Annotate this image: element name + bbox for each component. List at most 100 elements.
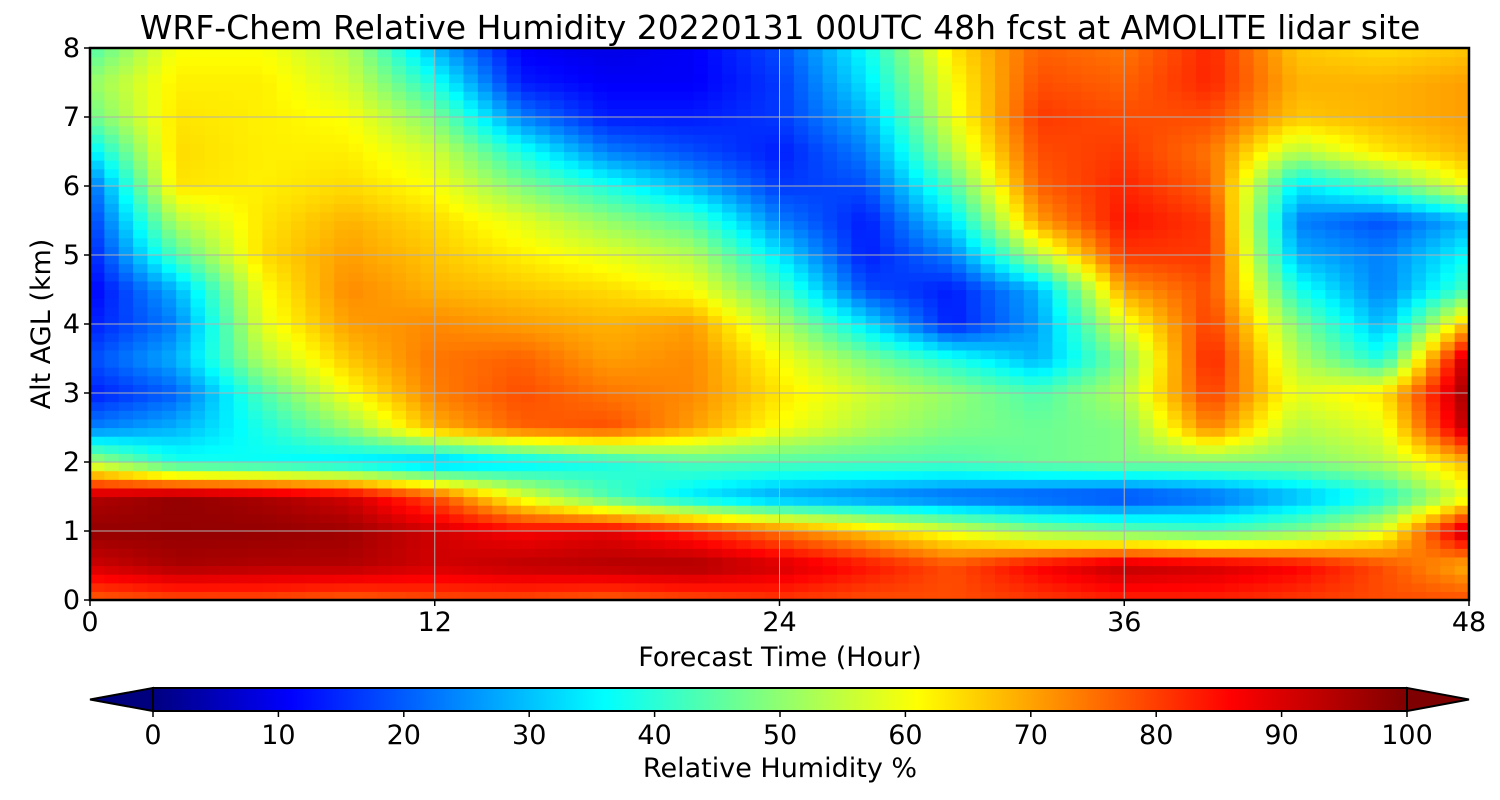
- heatmap-cell: [463, 453, 479, 463]
- heatmap-cell: [506, 436, 522, 446]
- heatmap-cell: [305, 453, 321, 463]
- heatmap-cell: [937, 384, 953, 394]
- heatmap-cell: [793, 453, 809, 463]
- heatmap-cell: [966, 513, 982, 523]
- heatmap-cell: [1354, 574, 1370, 584]
- heatmap-cell: [1167, 246, 1183, 256]
- heatmap-cell: [808, 289, 824, 299]
- heatmap-cell: [1411, 341, 1427, 351]
- heatmap-cell: [578, 393, 594, 403]
- heatmap-cell: [161, 410, 177, 420]
- heatmap-cell: [722, 220, 737, 230]
- heatmap-cell: [951, 548, 967, 558]
- heatmap-cell: [765, 384, 781, 394]
- heatmap-cell: [564, 272, 579, 282]
- heatmap-cell: [1411, 367, 1427, 377]
- heatmap-cell: [937, 375, 953, 385]
- heatmap-cell: [1038, 539, 1054, 549]
- heatmap-cell: [650, 556, 666, 567]
- heatmap-cell: [1196, 522, 1212, 532]
- heatmap-cell: [736, 574, 752, 584]
- heatmap-cell: [1052, 289, 1068, 299]
- heatmap-cell: [980, 220, 996, 230]
- heatmap-cell: [1325, 418, 1341, 429]
- heatmap-cell: [377, 384, 393, 394]
- heatmap-cell: [377, 513, 393, 523]
- heatmap-cell: [492, 168, 508, 178]
- heatmap-cell: [592, 591, 608, 600]
- heatmap-cell: [1181, 496, 1197, 506]
- heatmap-cell: [1339, 237, 1355, 247]
- heatmap-cell: [1368, 487, 1384, 498]
- heatmap-cell: [908, 367, 924, 377]
- heatmap-cell: [592, 582, 608, 592]
- heatmap-cell: [204, 367, 220, 377]
- heatmap-cell: [305, 280, 321, 291]
- heatmap-cell: [463, 393, 479, 403]
- heatmap-cell: [564, 289, 579, 299]
- heatmap-cell: [1267, 401, 1283, 411]
- heatmap-cell: [808, 479, 824, 489]
- heatmap-cell: [607, 341, 623, 351]
- heatmap-cell: [664, 453, 680, 463]
- heatmap-cell: [736, 194, 752, 204]
- heatmap-cell: [1354, 384, 1370, 394]
- heatmap-cell: [1339, 522, 1355, 532]
- heatmap-cell: [1023, 186, 1039, 196]
- heatmap-cell: [1095, 367, 1111, 377]
- heatmap-cell: [765, 496, 781, 506]
- heatmap-cell: [1411, 591, 1427, 600]
- heatmap-cell: [348, 367, 364, 377]
- heatmap-cell: [434, 289, 450, 299]
- heatmap-cell: [1310, 436, 1326, 446]
- heatmap-cell: [592, 341, 608, 351]
- heatmap-cell: [664, 341, 680, 351]
- heatmap-cell: [362, 531, 378, 541]
- heatmap-cell: [276, 298, 292, 308]
- heatmap-cell: [908, 151, 924, 161]
- heatmap-cell: [793, 186, 809, 196]
- heatmap-cell: [650, 194, 666, 204]
- heatmap-cell: [607, 229, 623, 239]
- heatmap-cell: [133, 487, 149, 498]
- heatmap-cell: [204, 177, 220, 187]
- heatmap-cell: [1411, 539, 1427, 549]
- heatmap-cell: [1339, 418, 1355, 429]
- heatmap-cell: [506, 358, 522, 368]
- heatmap-cell: [994, 582, 1010, 592]
- heatmap-cell: [248, 375, 263, 385]
- heatmap-cell: [204, 384, 220, 394]
- heatmap-cell: [377, 203, 393, 213]
- heatmap-cell: [1167, 574, 1183, 584]
- heatmap-cell: [190, 237, 206, 247]
- heatmap-cell: [1282, 401, 1298, 411]
- heatmap-cell: [406, 194, 421, 204]
- heatmap-cell: [607, 384, 623, 394]
- heatmap-cell: [592, 194, 608, 204]
- heatmap-cell: [621, 280, 637, 291]
- heatmap-cell: [1152, 496, 1168, 506]
- heatmap-cell: [966, 487, 982, 498]
- heatmap-cell: [248, 315, 263, 325]
- heatmap-cell: [621, 315, 637, 325]
- heatmap-cell: [305, 522, 321, 532]
- heatmap-cell: [822, 194, 838, 204]
- heatmap-cell: [865, 393, 881, 403]
- heatmap-cell: [1382, 410, 1398, 420]
- heatmap-cell: [1325, 177, 1341, 187]
- heatmap-cell: [248, 168, 263, 178]
- heatmap-cell: [951, 160, 967, 170]
- heatmap-cell: [104, 168, 120, 178]
- heatmap-cell: [707, 194, 723, 204]
- heatmap-cell: [908, 574, 924, 584]
- heatmap-cell: [463, 582, 479, 592]
- heatmap-cell: [1124, 263, 1140, 273]
- heatmap-cell: [736, 565, 752, 575]
- heatmap-cell: [1397, 160, 1413, 170]
- heatmap-cell: [736, 358, 752, 368]
- heatmap-cell: [592, 548, 608, 558]
- heatmap-cell: [1210, 151, 1226, 161]
- heatmap-cell: [966, 229, 982, 239]
- heatmap-cell: [923, 168, 939, 178]
- heatmap-cell: [564, 582, 579, 592]
